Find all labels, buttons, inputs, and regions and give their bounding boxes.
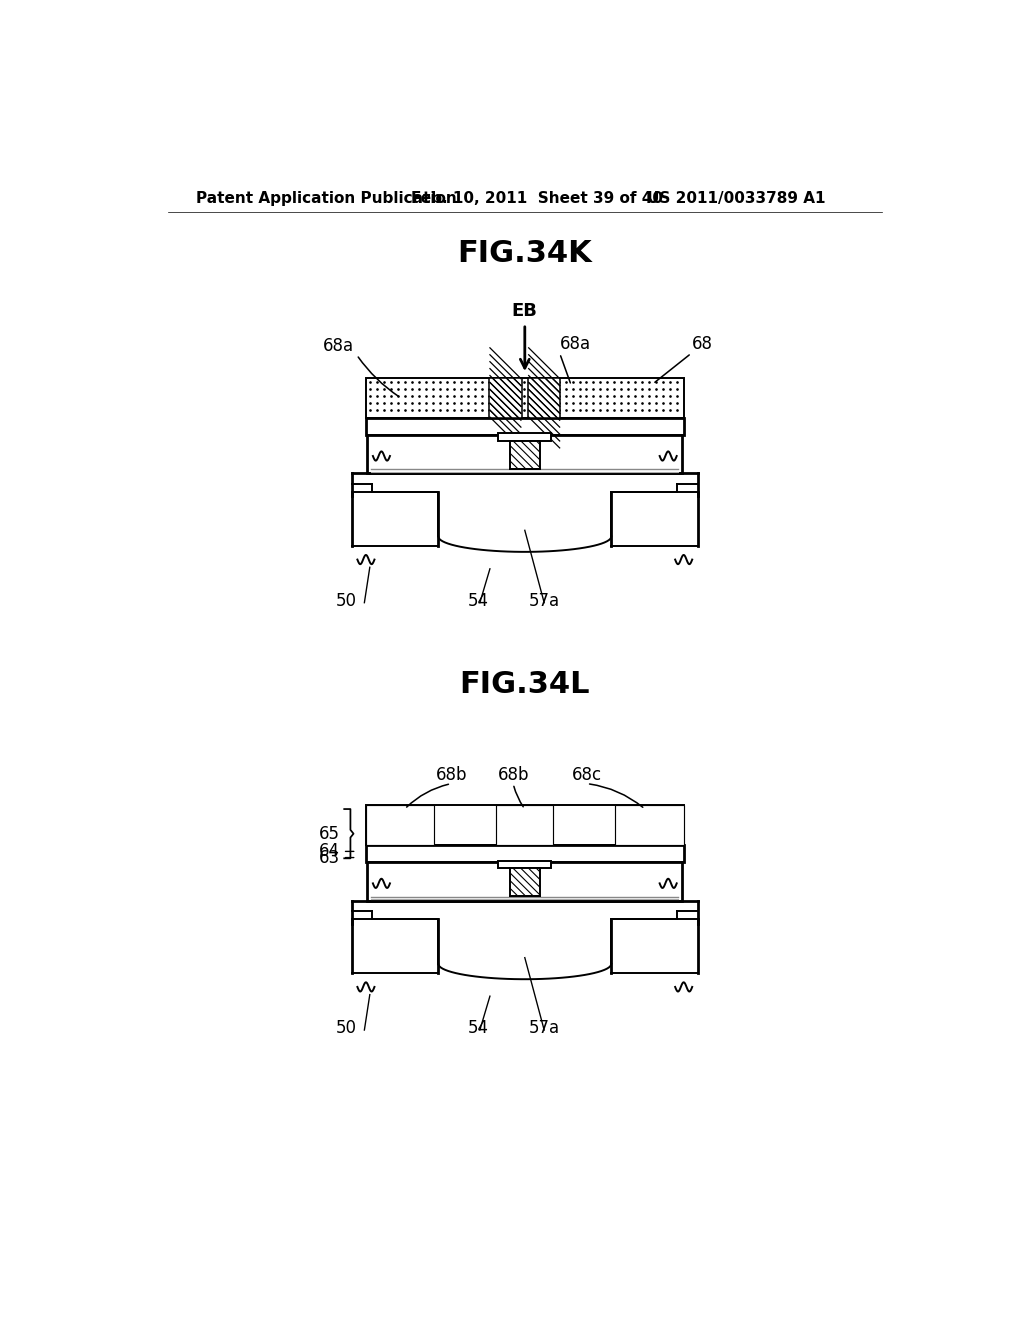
Bar: [366, 418, 684, 434]
Text: 63: 63: [319, 849, 340, 866]
Text: 68b: 68b: [435, 766, 467, 784]
Bar: [368, 434, 682, 474]
Text: 68: 68: [691, 335, 713, 354]
Text: 68a: 68a: [324, 337, 354, 355]
Text: 57a: 57a: [528, 591, 560, 610]
Bar: [499, 861, 551, 869]
Text: US 2011/0033789 A1: US 2011/0033789 A1: [647, 191, 825, 206]
Text: 68b: 68b: [498, 766, 529, 784]
Bar: [499, 433, 551, 441]
Bar: [368, 862, 682, 900]
Bar: [510, 869, 540, 896]
Bar: [528, 378, 560, 418]
Text: 54: 54: [468, 591, 488, 610]
Bar: [510, 441, 540, 469]
Bar: [615, 805, 684, 845]
Text: 68a: 68a: [560, 335, 591, 354]
Bar: [489, 378, 521, 418]
Text: FIG.34L: FIG.34L: [460, 671, 590, 700]
Text: 50: 50: [336, 591, 356, 610]
Bar: [366, 805, 684, 845]
Text: 65: 65: [319, 825, 340, 842]
Text: 54: 54: [468, 1019, 488, 1038]
Text: 64: 64: [319, 842, 340, 861]
Text: FIG.34K: FIG.34K: [458, 239, 592, 268]
Bar: [366, 378, 684, 418]
Bar: [489, 378, 521, 418]
Text: EB: EB: [512, 302, 538, 321]
Text: 68c: 68c: [571, 766, 602, 784]
Bar: [366, 845, 684, 862]
Bar: [366, 805, 434, 845]
Text: 50: 50: [336, 1019, 356, 1038]
Text: Feb. 10, 2011  Sheet 39 of 40: Feb. 10, 2011 Sheet 39 of 40: [411, 191, 663, 206]
Text: 57a: 57a: [528, 1019, 560, 1038]
Bar: [496, 805, 554, 845]
Text: Patent Application Publication: Patent Application Publication: [197, 191, 457, 206]
Bar: [528, 378, 560, 418]
